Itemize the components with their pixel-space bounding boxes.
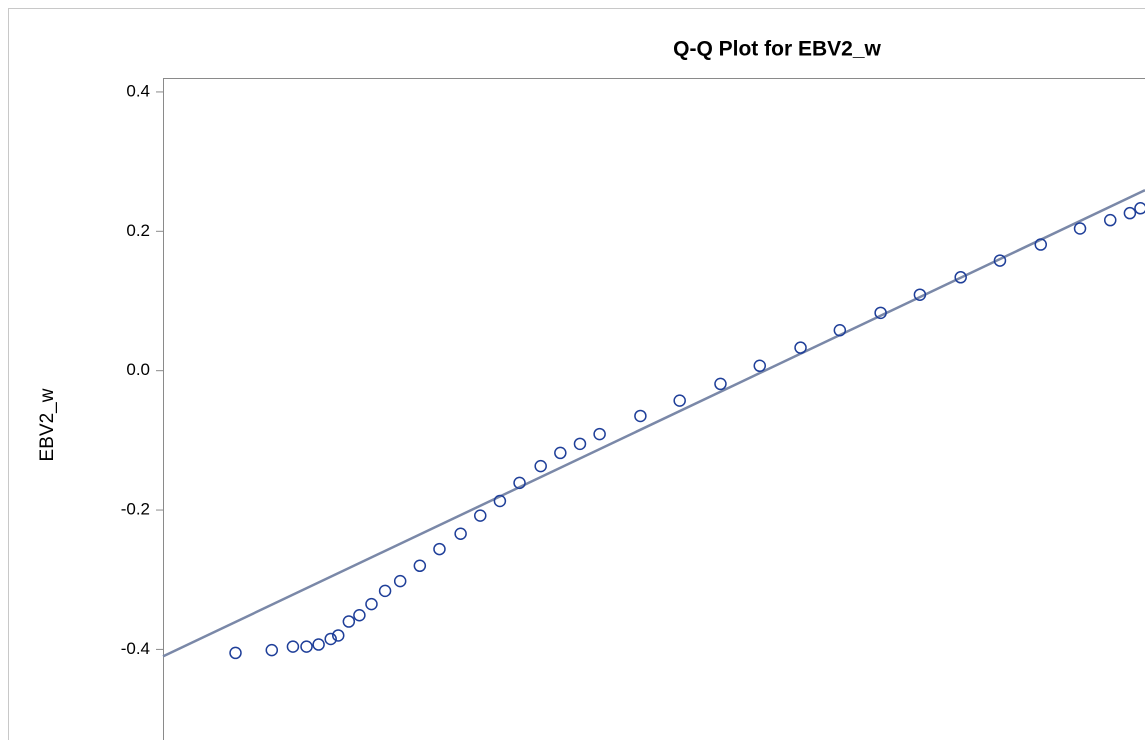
qq-point (714, 377, 727, 391)
y-tick-label: 0.0 (126, 360, 150, 379)
outer-frame (8, 8, 1145, 740)
chart-title: Q-Q Plot for EBV2_w (673, 38, 881, 61)
qq-point (1104, 213, 1117, 227)
qq-point (312, 638, 325, 651)
y-tick-label: 0.2 (126, 221, 150, 240)
qq-point (413, 559, 427, 573)
qq-point (433, 542, 446, 556)
qq-point (342, 615, 356, 628)
qq-point (393, 574, 407, 588)
qq-point (513, 476, 526, 490)
qq-point (1134, 202, 1145, 215)
qq-point (673, 394, 686, 407)
qq-point (1034, 238, 1048, 251)
qq-point (300, 640, 313, 653)
qq-point (365, 597, 378, 611)
qq-point (324, 632, 337, 646)
y-tick-label: -0.4 (121, 639, 150, 658)
qq-point (1123, 206, 1137, 220)
qq-point (378, 584, 392, 598)
qq-point (493, 494, 507, 508)
qq-point (874, 306, 887, 320)
qq-point (265, 643, 279, 657)
qq-point (554, 446, 567, 460)
plot-area: 0.4 0.2 0.0 -0.2 -0.4 (121, 78, 1145, 740)
qq-point (1073, 222, 1087, 235)
qq-point (993, 254, 1007, 267)
qq-point (573, 437, 587, 451)
qq-point (634, 409, 647, 423)
qq-point (286, 640, 300, 653)
qq-point (833, 324, 847, 337)
qq-point (454, 527, 467, 540)
qq-point (353, 609, 366, 622)
qq-point (534, 459, 547, 473)
qq-point (753, 359, 767, 373)
y-axis-label: EBV2_w (37, 388, 58, 461)
reference-line (162, 189, 1145, 658)
qq-point (331, 629, 345, 642)
y-tick-label: 0.4 (126, 81, 150, 100)
qq-point (593, 427, 606, 441)
qq-point (794, 341, 807, 354)
qq-point (954, 271, 967, 284)
qq-point (229, 646, 242, 660)
qq-point (474, 509, 487, 522)
qq-point (913, 288, 927, 301)
y-tick-label: -0.2 (121, 500, 150, 519)
